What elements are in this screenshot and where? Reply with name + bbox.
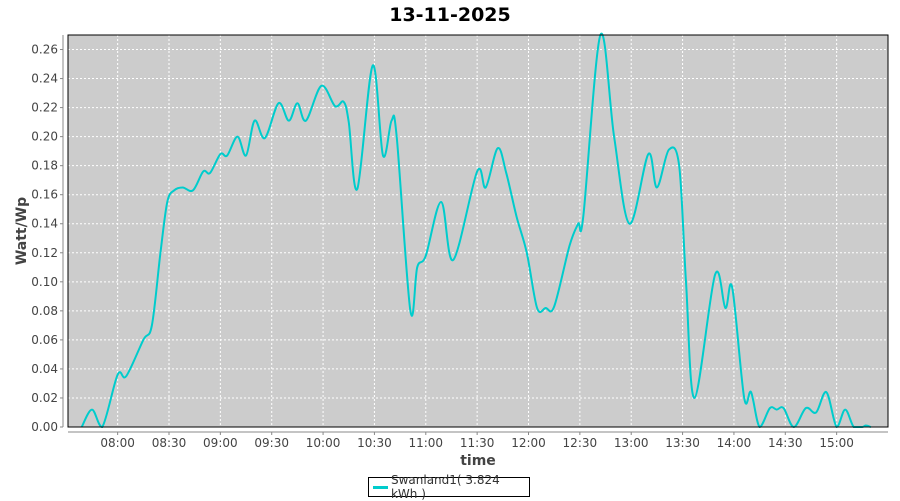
- plot-frame: [67, 34, 889, 428]
- plot-area: [68, 35, 888, 427]
- legend-label: Swanland1( 3.824 kWh ): [390, 473, 500, 501]
- x-tick-label: 10:30: [357, 436, 392, 450]
- x-axis-label: time: [460, 453, 496, 469]
- y-tick-label: 0.12: [31, 246, 58, 260]
- x-tick-label: 13:00: [614, 436, 649, 450]
- y-tick-label: 0.18: [31, 159, 58, 173]
- y-tick-label: 0.06: [31, 333, 58, 347]
- x-tick-label: 08:30: [152, 436, 187, 450]
- x-tick-label: 09:30: [254, 436, 289, 450]
- y-axis-label: Watt/Wp: [14, 197, 30, 265]
- grid: [68, 35, 888, 428]
- x-tick-label: 12:30: [563, 436, 598, 450]
- y-tick-label: 0.14: [31, 217, 58, 231]
- y-tick-label: 0.16: [31, 188, 58, 202]
- x-tick-label: 14:30: [768, 436, 803, 450]
- x-tick-label: 11:30: [460, 436, 495, 450]
- y-tick-label: 0.02: [31, 391, 58, 405]
- y-tick-label: 0.26: [31, 43, 58, 57]
- series-line: [80, 32, 872, 429]
- x-tick-label: 14:00: [717, 436, 752, 450]
- x-tick-label: 11:00: [408, 436, 443, 450]
- x-tick-label: 15:00: [819, 436, 854, 450]
- chart-title: 13-11-2025: [389, 4, 511, 26]
- legend: Swanland1( 3.824 kWh ): [368, 473, 530, 501]
- y-axis: 0.00 0.02 0.04 0.06 0.08 0.10 0.12 0.14 0.16 0.18…: [31, 35, 64, 434]
- y-tick-label: 0.00: [31, 420, 58, 434]
- y-tick-label: 0.20: [31, 130, 58, 144]
- y-tick-label: 0.10: [31, 275, 58, 289]
- x-axis: 08:00 08:30 09:00 09:30 10:00 10:30 11:00 11:30…: [68, 431, 888, 450]
- x-tick-label: 13:30: [665, 436, 700, 450]
- x-tick-label: 12:00: [511, 436, 546, 450]
- y-tick-label: 0.08: [31, 304, 58, 318]
- x-tick-label: 10:00: [306, 436, 341, 450]
- legend-swatch: [373, 485, 388, 489]
- x-tick-label: 08:00: [100, 436, 135, 450]
- y-tick-label: 0.24: [31, 72, 58, 86]
- x-tick-label: 09:00: [203, 436, 238, 450]
- y-tick-label: 0.04: [31, 362, 58, 376]
- y-tick-label: 0.22: [31, 101, 58, 115]
